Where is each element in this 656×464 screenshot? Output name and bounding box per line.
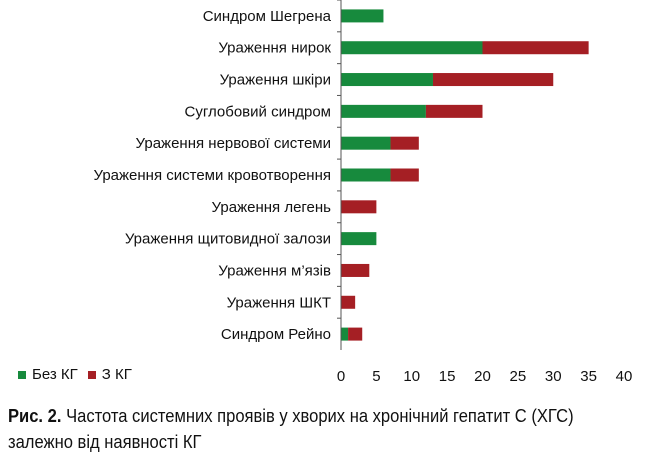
category-label-9: Ураження ШКТ: [227, 294, 331, 311]
x-tick-label-6: 30: [545, 368, 562, 385]
bar-s0-4: [341, 136, 391, 150]
category-label-2: Ураження шкіри: [220, 72, 331, 89]
bar-chart: Синдром Шегрена Ураження нирок Ураження шк…: [93, 0, 633, 385]
figure-caption: Рис. 2. Частота системних проявів у хвор…: [8, 403, 597, 455]
category-label-5: Ураження системи кровотворення: [93, 167, 331, 184]
legend-item-1: З КГ: [87, 366, 132, 383]
category-label-4: Ураження нервової системи: [136, 135, 331, 152]
legend-swatch-0: [18, 370, 26, 379]
legend-swatch-1: [87, 370, 96, 379]
bar-s1-8: [341, 263, 370, 277]
category-label-10: Синдром Рейно: [221, 326, 331, 343]
caption-label: Рис. 2.: [8, 406, 62, 426]
bar-s0-3: [341, 104, 426, 118]
bar-s1-3: [425, 104, 483, 118]
bar-s1-6: [341, 200, 377, 214]
bar-s0-0: [341, 9, 384, 23]
bar-s1-2: [432, 73, 554, 87]
x-tick-label-4: 20: [474, 368, 491, 385]
bar-s0-10: [341, 327, 349, 341]
category-label-6: Ураження легень: [212, 199, 332, 216]
category-labels: Синдром Шегрена Ураження нирок Ураження шк…: [93, 8, 331, 343]
x-tick-label-8: 40: [616, 368, 633, 385]
caption-text: Частота системних проявів у хворих на хр…: [8, 406, 574, 452]
x-tick-label-1: 5: [372, 368, 380, 385]
category-label-0: Синдром Шегрена: [203, 8, 332, 25]
bar-s1-9: [341, 295, 356, 309]
x-tick-label-7: 35: [580, 368, 597, 385]
legend-label-1: З КГ: [101, 366, 132, 383]
legend-item-0: Без КГ: [18, 366, 78, 383]
legend-label-0: Без КГ: [32, 366, 78, 383]
category-label-3: Суглобовий синдром: [185, 103, 331, 120]
bar-s1-4: [390, 136, 419, 150]
x-tick-labels: 0 5 10 15 20 25 30 35 40: [337, 368, 633, 385]
bar-s0-7: [341, 232, 377, 246]
legend: Без КГ З КГ: [18, 366, 142, 383]
bar-s0-1: [341, 41, 483, 55]
axes-group: [337, 0, 342, 350]
category-label-8: Ураження м’язів: [218, 262, 331, 279]
bars-group: [341, 9, 589, 341]
bar-s0-5: [341, 168, 391, 182]
bar-s1-10: [348, 327, 363, 341]
bar-s1-5: [390, 168, 419, 182]
category-label-1: Ураження нирок: [218, 40, 331, 57]
x-tick-label-5: 25: [510, 368, 527, 385]
category-label-7: Ураження щитовидної залози: [125, 231, 331, 248]
bar-s0-2: [341, 73, 433, 87]
x-tick-label-0: 0: [337, 368, 345, 385]
x-tick-label-3: 15: [439, 368, 456, 385]
x-tick-label-2: 10: [403, 368, 420, 385]
bar-s1-1: [482, 41, 589, 55]
